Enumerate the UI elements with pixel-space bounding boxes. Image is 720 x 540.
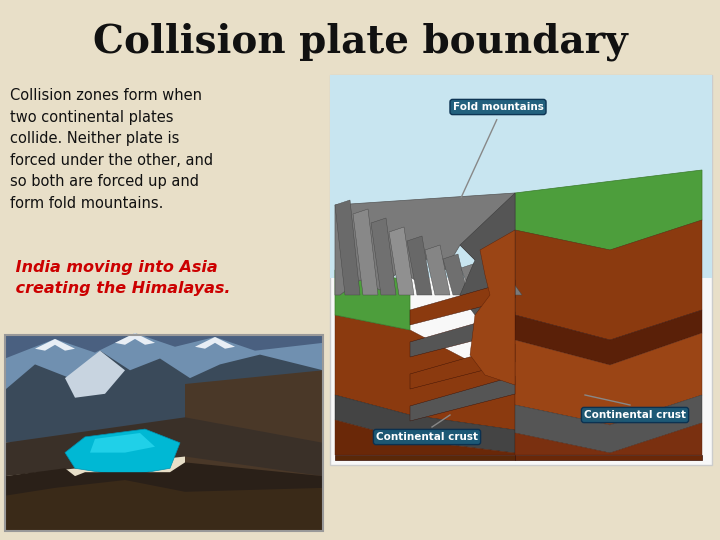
Polygon shape <box>515 310 702 365</box>
Polygon shape <box>389 227 414 295</box>
Polygon shape <box>90 433 155 453</box>
Polygon shape <box>335 455 515 460</box>
Polygon shape <box>5 350 323 443</box>
Polygon shape <box>410 344 515 389</box>
Text: Fold mountains: Fold mountains <box>453 102 544 112</box>
Polygon shape <box>371 218 396 295</box>
Polygon shape <box>515 395 702 453</box>
Polygon shape <box>425 245 450 295</box>
Polygon shape <box>479 272 504 295</box>
Polygon shape <box>35 339 75 350</box>
Polygon shape <box>443 254 468 295</box>
Polygon shape <box>335 420 515 455</box>
Text: Collision plate boundary: Collision plate boundary <box>93 23 627 61</box>
Polygon shape <box>353 209 378 295</box>
Polygon shape <box>515 170 702 250</box>
Polygon shape <box>410 312 515 357</box>
Polygon shape <box>335 395 515 453</box>
Text: Collision zones form when
two continental plates
collide. Neither plate is
force: Collision zones form when two continenta… <box>10 88 213 211</box>
Polygon shape <box>335 270 410 330</box>
Polygon shape <box>65 429 180 476</box>
Polygon shape <box>5 462 323 531</box>
Polygon shape <box>407 236 432 295</box>
Polygon shape <box>470 230 515 385</box>
Polygon shape <box>515 220 702 340</box>
Polygon shape <box>335 315 515 430</box>
Polygon shape <box>515 423 702 455</box>
Text: Continental crust: Continental crust <box>584 410 686 420</box>
Polygon shape <box>5 333 323 390</box>
Polygon shape <box>410 280 515 325</box>
Polygon shape <box>515 333 702 425</box>
Bar <box>330 75 712 465</box>
Polygon shape <box>497 281 522 295</box>
Polygon shape <box>65 350 125 398</box>
Polygon shape <box>461 263 486 295</box>
Bar <box>5 335 323 390</box>
Polygon shape <box>460 193 515 325</box>
Polygon shape <box>335 193 515 295</box>
Polygon shape <box>5 480 323 531</box>
Polygon shape <box>335 200 360 295</box>
Text: India moving into Asia
 creating the Himalayas.: India moving into Asia creating the Hima… <box>10 260 230 296</box>
Polygon shape <box>115 333 155 345</box>
Bar <box>5 335 323 531</box>
Polygon shape <box>185 370 323 531</box>
Polygon shape <box>5 417 323 476</box>
Bar <box>330 75 712 278</box>
Polygon shape <box>195 337 235 349</box>
Polygon shape <box>515 455 702 460</box>
Text: Continental crust: Continental crust <box>376 432 478 442</box>
Polygon shape <box>410 376 515 421</box>
